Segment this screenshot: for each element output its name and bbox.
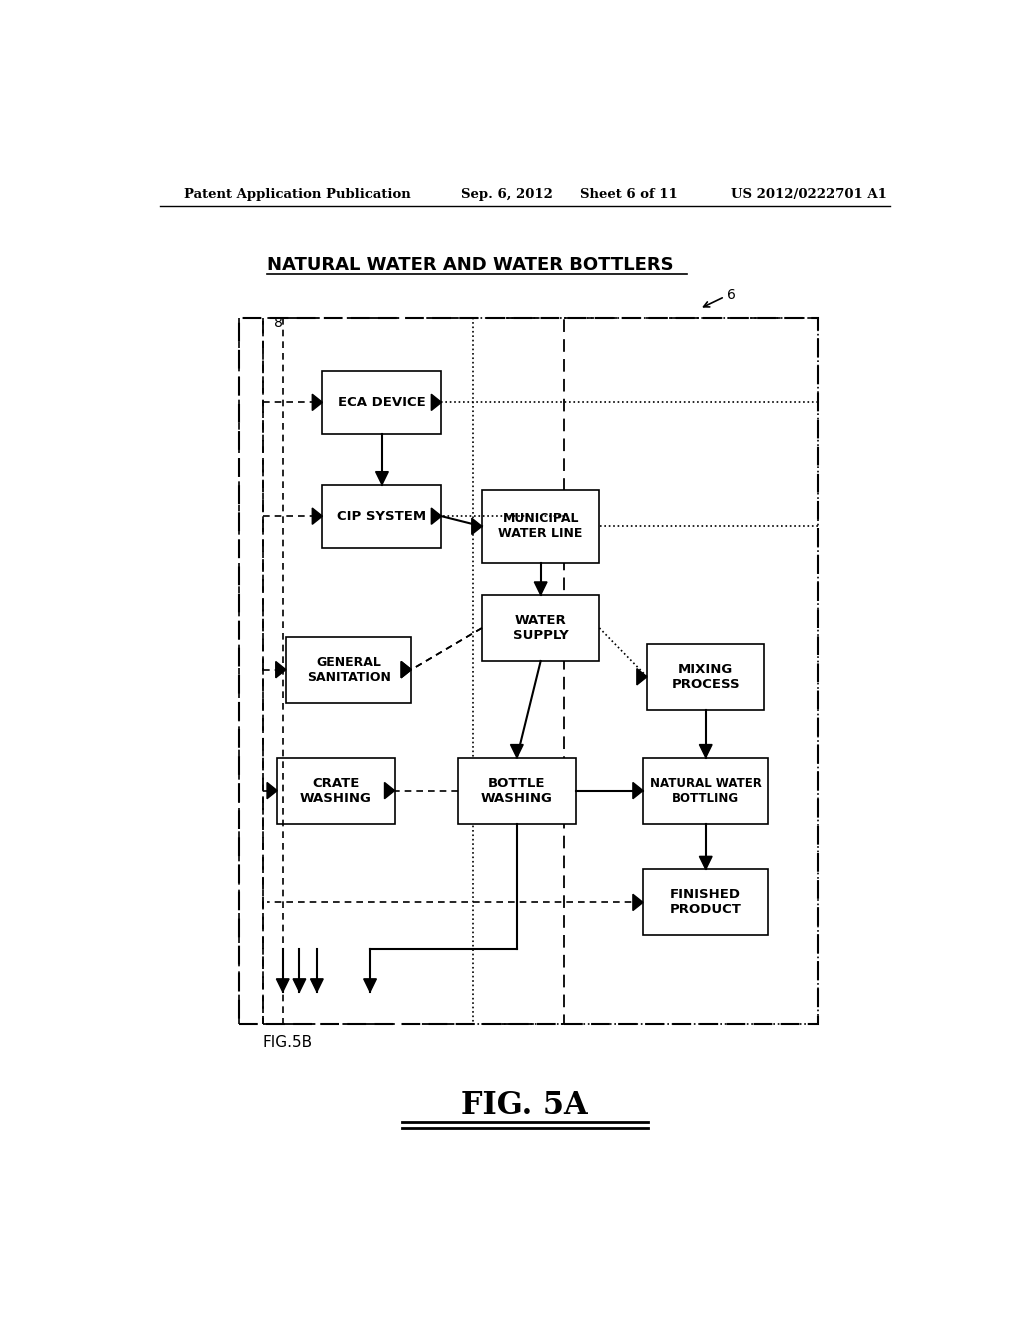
- Text: ECA DEVICE: ECA DEVICE: [338, 396, 426, 409]
- Polygon shape: [364, 979, 377, 991]
- Text: FINISHED
PRODUCT: FINISHED PRODUCT: [670, 888, 741, 916]
- Polygon shape: [511, 744, 523, 758]
- FancyBboxPatch shape: [323, 484, 441, 548]
- Bar: [240, 318, 818, 1024]
- Bar: [473, 318, 818, 1024]
- Polygon shape: [384, 783, 394, 799]
- FancyBboxPatch shape: [482, 595, 599, 661]
- FancyBboxPatch shape: [647, 644, 765, 710]
- FancyBboxPatch shape: [323, 371, 441, 434]
- Polygon shape: [637, 669, 647, 685]
- Polygon shape: [267, 783, 278, 799]
- Text: MIXING
PROCESS: MIXING PROCESS: [672, 663, 740, 690]
- Text: Sep. 6, 2012: Sep. 6, 2012: [461, 189, 553, 202]
- Polygon shape: [472, 519, 482, 535]
- Text: Patent Application Publication: Patent Application Publication: [183, 189, 411, 202]
- Polygon shape: [276, 979, 289, 991]
- Text: CRATE
WASHING: CRATE WASHING: [300, 776, 372, 805]
- Polygon shape: [633, 894, 643, 911]
- Polygon shape: [312, 508, 323, 524]
- Polygon shape: [431, 508, 441, 524]
- Text: Sheet 6 of 11: Sheet 6 of 11: [581, 189, 678, 202]
- FancyBboxPatch shape: [286, 636, 412, 702]
- Polygon shape: [275, 661, 286, 677]
- Text: FIG.5B: FIG.5B: [263, 1035, 313, 1051]
- Bar: [263, 318, 564, 1024]
- FancyBboxPatch shape: [482, 490, 599, 562]
- Polygon shape: [310, 979, 324, 991]
- Text: BOTTLE
WASHING: BOTTLE WASHING: [481, 776, 553, 805]
- Text: NATURAL WATER
BOTTLING: NATURAL WATER BOTTLING: [650, 776, 762, 805]
- Polygon shape: [699, 744, 712, 758]
- Polygon shape: [376, 471, 388, 484]
- Polygon shape: [633, 783, 643, 799]
- Polygon shape: [699, 857, 712, 870]
- Text: GENERAL
SANITATION: GENERAL SANITATION: [306, 656, 390, 684]
- Text: 6: 6: [727, 288, 736, 301]
- Text: NATURAL WATER AND WATER BOTTLERS: NATURAL WATER AND WATER BOTTLERS: [267, 256, 674, 275]
- Text: WATER
SUPPLY: WATER SUPPLY: [513, 614, 568, 642]
- Text: CIP SYSTEM: CIP SYSTEM: [337, 510, 427, 523]
- Polygon shape: [535, 582, 547, 595]
- FancyBboxPatch shape: [643, 870, 768, 936]
- FancyBboxPatch shape: [458, 758, 575, 824]
- Text: US 2012/0222701 A1: US 2012/0222701 A1: [731, 189, 887, 202]
- Text: 8: 8: [274, 315, 283, 330]
- Text: FIG. 5A: FIG. 5A: [462, 1090, 588, 1121]
- Polygon shape: [293, 979, 306, 991]
- FancyBboxPatch shape: [278, 758, 394, 824]
- Polygon shape: [431, 395, 441, 411]
- Polygon shape: [401, 661, 412, 677]
- Polygon shape: [401, 661, 412, 677]
- Polygon shape: [312, 395, 323, 411]
- Text: MUNICIPAL
WATER LINE: MUNICIPAL WATER LINE: [499, 512, 583, 540]
- FancyBboxPatch shape: [643, 758, 768, 824]
